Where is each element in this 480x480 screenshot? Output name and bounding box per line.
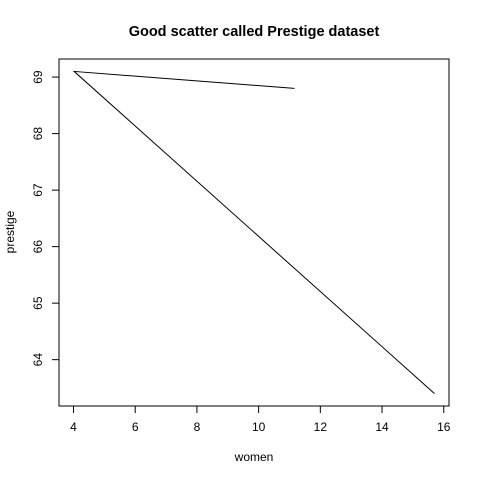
- y-axis-label: prestige: [3, 210, 17, 253]
- x-tick-label: 12: [314, 420, 328, 434]
- plot-frame: [58, 58, 450, 407]
- series-layer: [72, 70, 435, 394]
- y-axis: 64 65 66 67 68 69: [31, 70, 59, 366]
- series-line-1: [72, 70, 435, 394]
- x-tick-label: 14: [375, 420, 389, 434]
- x-tick-label: 4: [70, 420, 77, 434]
- y-tick-label: 66: [31, 240, 45, 254]
- y-tick-label: 68: [31, 127, 45, 141]
- chart-title: Good scatter called Prestige dataset: [129, 24, 380, 40]
- y-tick-label: 69: [31, 70, 45, 84]
- x-tick-label: 16: [437, 420, 451, 434]
- y-tick-label: 67: [31, 183, 45, 197]
- x-tick-label: 8: [194, 420, 201, 434]
- x-tick-label: 6: [132, 420, 139, 434]
- x-axis: 4 6 8 10 12 14 16: [70, 406, 451, 434]
- y-tick-label: 65: [31, 296, 45, 310]
- x-tick-label: 10: [252, 420, 266, 434]
- x-axis-label: women: [234, 450, 274, 464]
- y-tick-label: 64: [31, 353, 45, 367]
